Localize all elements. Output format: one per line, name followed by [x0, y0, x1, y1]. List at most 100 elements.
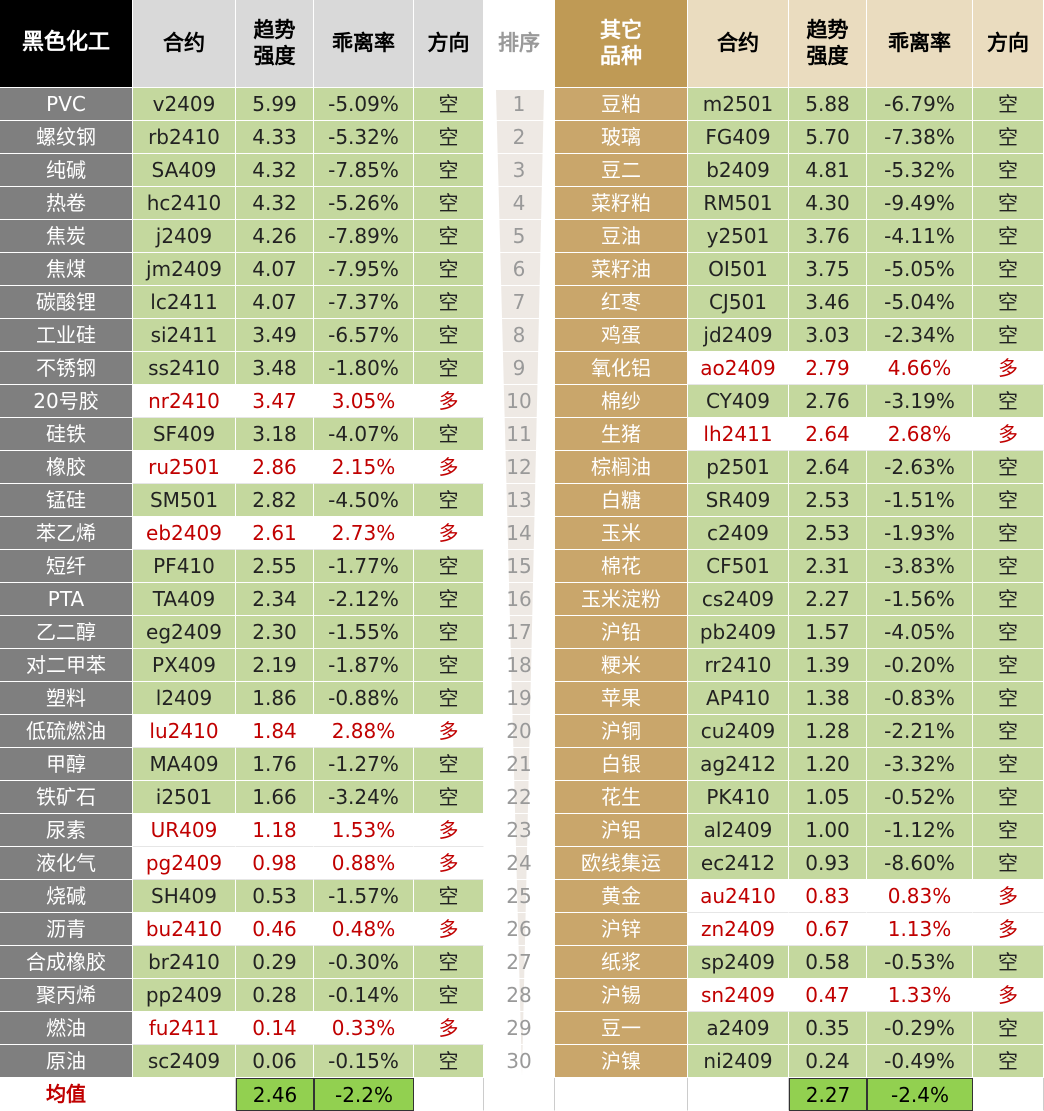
data-cell: 多 [414, 451, 484, 484]
data-cell: 2.31 [789, 550, 867, 583]
data-cell: 2.73% [314, 517, 414, 550]
data-cell: a2409 [688, 1012, 789, 1045]
variety-name: 沪锌 [555, 913, 688, 946]
rank: 19 [484, 682, 555, 715]
data-cell: -4.07% [314, 418, 414, 451]
data-cell: 3.05% [314, 385, 414, 418]
rank: 26 [484, 913, 555, 946]
data-cell: 空 [973, 88, 1044, 121]
data-cell: AP410 [688, 682, 789, 715]
data-cell: 2.55 [236, 550, 314, 583]
data-cell: 多 [414, 385, 484, 418]
rank: 4 [484, 187, 555, 220]
variety-name: 尿素 [0, 814, 133, 847]
data-cell: -7.89% [314, 220, 414, 253]
data-cell: 2.88% [314, 715, 414, 748]
data-cell: 空 [973, 253, 1044, 286]
header-cell: 方向 [414, 0, 484, 88]
data-cell: 空 [973, 154, 1044, 187]
data-cell: 0.58 [789, 946, 867, 979]
data-cell: 4.30 [789, 187, 867, 220]
data-cell: -2.63% [867, 451, 973, 484]
data-cell: 1.20 [789, 748, 867, 781]
variety-name: 橡胶 [0, 451, 133, 484]
data-cell: 1.57 [789, 616, 867, 649]
rank: 18 [484, 649, 555, 682]
variety-name: 沪锡 [555, 979, 688, 1012]
variety-name: 液化气 [0, 847, 133, 880]
rank: 10 [484, 385, 555, 418]
data-cell: 空 [973, 1045, 1044, 1078]
header-cell: 其它 品种 [555, 0, 688, 88]
data-cell: -5.05% [867, 253, 973, 286]
data-cell: -0.83% [867, 682, 973, 715]
data-cell: -1.56% [867, 583, 973, 616]
data-cell: -0.88% [314, 682, 414, 715]
data-cell: 4.32 [236, 154, 314, 187]
data-cell: jd2409 [688, 319, 789, 352]
data-cell: CJ501 [688, 286, 789, 319]
header-cell: 趋势 强度 [236, 0, 314, 88]
data-cell: 1.66 [236, 781, 314, 814]
variety-name: 粳米 [555, 649, 688, 682]
data-cell: 1.28 [789, 715, 867, 748]
variety-name: 纸浆 [555, 946, 688, 979]
data-cell: 空 [414, 220, 484, 253]
variety-name: 豆粕 [555, 88, 688, 121]
data-cell: 2.64 [789, 418, 867, 451]
rank: 14 [484, 517, 555, 550]
variety-name: 沪镍 [555, 1045, 688, 1078]
data-cell: SH409 [133, 880, 236, 913]
variety-name: 20号胶 [0, 385, 133, 418]
data-cell: 2.64 [789, 451, 867, 484]
variety-name: 棕榈油 [555, 451, 688, 484]
data-cell: 0.28 [236, 979, 314, 1012]
data-cell: 多 [414, 715, 484, 748]
data-cell: 1.38 [789, 682, 867, 715]
data-cell: -3.24% [314, 781, 414, 814]
data-cell: 空 [414, 979, 484, 1012]
variety-name: 欧线集运 [555, 847, 688, 880]
variety-name: 菜籽油 [555, 253, 688, 286]
data-cell: 0.14 [236, 1012, 314, 1045]
data-cell: -4.11% [867, 220, 973, 253]
data-cell: -2.12% [314, 583, 414, 616]
data-cell: -1.87% [314, 649, 414, 682]
rank: 6 [484, 253, 555, 286]
data-cell: 空 [414, 649, 484, 682]
variety-name: 棉纱 [555, 385, 688, 418]
rank: 20 [484, 715, 555, 748]
data-cell: rb2410 [133, 121, 236, 154]
data-cell: au2410 [688, 880, 789, 913]
variety-name: 螺纹钢 [0, 121, 133, 154]
data-cell: 1.00 [789, 814, 867, 847]
data-cell: 0.93 [789, 847, 867, 880]
data-cell: 0.35 [789, 1012, 867, 1045]
variety-name: 乙二醇 [0, 616, 133, 649]
data-cell: 4.07 [236, 253, 314, 286]
variety-name: 生猪 [555, 418, 688, 451]
data-cell: 空 [973, 187, 1044, 220]
data-cell: UR409 [133, 814, 236, 847]
data-cell: 1.33% [867, 979, 973, 1012]
variety-name: 鸡蛋 [555, 319, 688, 352]
data-cell: hc2410 [133, 187, 236, 220]
data-cell: 多 [414, 1012, 484, 1045]
data-cell: cu2409 [688, 715, 789, 748]
data-cell: 0.06 [236, 1045, 314, 1078]
data-cell: -4.50% [314, 484, 414, 517]
data-cell: 1.18 [236, 814, 314, 847]
data-cell: v2409 [133, 88, 236, 121]
data-cell: 2.15% [314, 451, 414, 484]
data-cell: -1.80% [314, 352, 414, 385]
data-cell: 空 [414, 781, 484, 814]
data-cell: 空 [973, 748, 1044, 781]
data-cell: lu2410 [133, 715, 236, 748]
data-cell: 3.76 [789, 220, 867, 253]
variety-name: 苹果 [555, 682, 688, 715]
data-cell: 2.86 [236, 451, 314, 484]
variety-name: 不锈钢 [0, 352, 133, 385]
data-cell: 5.88 [789, 88, 867, 121]
data-cell: -4.05% [867, 616, 973, 649]
